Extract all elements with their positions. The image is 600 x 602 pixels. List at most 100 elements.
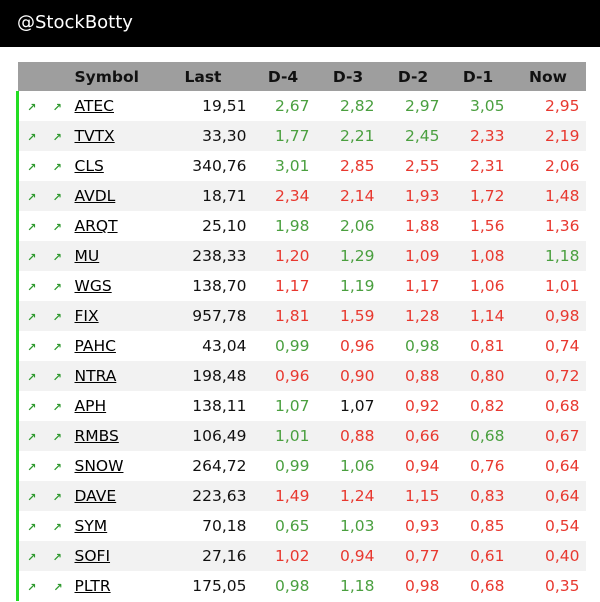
symbol-link[interactable]: ARQT xyxy=(74,217,118,235)
chart-link-arrow-icon[interactable]: ↗ xyxy=(52,311,62,324)
trend-up-arrow-icon[interactable]: ↗ xyxy=(27,431,37,444)
chart-link-arrow-icon-cell: ↗ xyxy=(45,511,72,541)
chart-link-arrow-icon[interactable]: ↗ xyxy=(52,401,62,414)
chart-link-arrow-icon[interactable]: ↗ xyxy=(52,491,62,504)
last-price-cell: 138,11 xyxy=(192,397,247,415)
chart-link-arrow-icon[interactable]: ↗ xyxy=(52,461,62,474)
value-cell-d3: 1,24 xyxy=(339,487,375,505)
symbol-link[interactable]: SYM xyxy=(74,517,108,535)
trend-up-arrow-icon[interactable]: ↗ xyxy=(27,521,37,534)
value-cell-d4: 0,99 xyxy=(274,337,310,355)
chart-link-arrow-icon[interactable]: ↗ xyxy=(53,581,63,594)
value-cell-d3: 0,88 xyxy=(339,427,375,445)
value-cell-d4: 2,34 xyxy=(274,187,310,205)
trend-up-arrow-icon-cell: ↗ xyxy=(16,571,45,601)
symbol-link[interactable]: CLS xyxy=(74,157,104,175)
value-cell-d1: 0,85 xyxy=(469,517,505,535)
symbol-link[interactable]: SNOW xyxy=(74,457,124,475)
value-cell-d4: 1,01 xyxy=(274,427,310,445)
last-price-cell: 238,33 xyxy=(192,247,247,265)
symbol-cell: SOFI xyxy=(72,541,156,571)
chart-link-arrow-icon[interactable]: ↗ xyxy=(52,221,62,234)
column-header-d4[interactable]: D-4 xyxy=(267,67,299,86)
trend-up-arrow-icon-cell: ↗ xyxy=(16,181,45,211)
value-cell-d4: 1,98 xyxy=(274,217,310,235)
value-cell-now: 2,19 xyxy=(544,127,580,145)
symbol-link[interactable]: APH xyxy=(74,397,107,415)
value-cell-d2: 0,94 xyxy=(404,457,440,475)
chart-link-arrow-icon[interactable]: ↗ xyxy=(52,521,62,534)
value-cell-d3: 2,85 xyxy=(339,157,375,175)
column-header-symbol[interactable]: Symbol xyxy=(74,67,139,86)
trend-up-arrow-icon[interactable]: ↗ xyxy=(27,461,37,474)
symbol-cell: ARQT xyxy=(72,211,156,241)
value-cell-now: 0,74 xyxy=(544,337,580,355)
chart-link-arrow-icon[interactable]: ↗ xyxy=(52,251,62,264)
trend-up-arrow-icon[interactable]: ↗ xyxy=(27,131,37,144)
column-header-now[interactable]: Now xyxy=(529,67,567,86)
table-row: ↗ ↗ TVTX 33,30 1,77 2,21 2,45 2,33 2,19 xyxy=(16,121,586,151)
value-cell-d4: 2,67 xyxy=(274,97,310,115)
header-title: @StockBotty xyxy=(17,12,133,33)
symbol-link[interactable]: WGS xyxy=(74,277,112,295)
value-cell-d1: 2,33 xyxy=(469,127,505,145)
symbol-link[interactable]: SOFI xyxy=(74,547,111,565)
chart-link-arrow-icon[interactable]: ↗ xyxy=(52,101,62,114)
column-header-d2[interactable]: D-2 xyxy=(397,67,429,86)
value-cell-d1: 0,81 xyxy=(469,337,505,355)
trend-up-arrow-icon[interactable]: ↗ xyxy=(27,581,37,594)
symbol-cell: WGS xyxy=(72,271,156,301)
trend-up-arrow-icon[interactable]: ↗ xyxy=(27,161,37,174)
value-cell-d1: 3,05 xyxy=(469,97,505,115)
chart-link-arrow-icon[interactable]: ↗ xyxy=(52,281,62,294)
trend-up-arrow-icon[interactable]: ↗ xyxy=(27,311,37,324)
trend-up-arrow-icon[interactable]: ↗ xyxy=(27,551,37,564)
last-price-cell: 25,10 xyxy=(202,217,247,235)
value-cell-now: 0,68 xyxy=(544,397,580,415)
chart-link-arrow-icon[interactable]: ↗ xyxy=(52,431,62,444)
symbol-link[interactable]: PLTR xyxy=(74,577,111,595)
value-cell-d3: 2,82 xyxy=(339,97,375,115)
table-row: ↗ ↗ NTRA 198,48 0,96 0,90 0,88 0,80 0,72 xyxy=(16,361,586,391)
symbol-link[interactable]: ATEC xyxy=(74,97,114,115)
symbol-link[interactable]: MU xyxy=(74,247,100,265)
chart-link-arrow-icon[interactable]: ↗ xyxy=(52,371,62,384)
chart-link-arrow-icon-cell: ↗ xyxy=(45,391,72,421)
value-cell-d4: 1,81 xyxy=(274,307,310,325)
trend-up-arrow-icon[interactable]: ↗ xyxy=(27,251,37,264)
column-header-last[interactable]: Last xyxy=(184,67,222,86)
value-cell-d1: 0,83 xyxy=(469,487,505,505)
trend-up-arrow-icon-cell: ↗ xyxy=(16,301,45,331)
trend-up-arrow-icon[interactable]: ↗ xyxy=(27,191,37,204)
symbol-link[interactable]: NTRA xyxy=(74,367,117,385)
trend-up-arrow-icon[interactable]: ↗ xyxy=(27,401,37,414)
value-cell-d3: 1,07 xyxy=(339,397,375,415)
chart-link-arrow-icon[interactable]: ↗ xyxy=(52,161,62,174)
chart-link-arrow-icon[interactable]: ↗ xyxy=(52,191,62,204)
value-cell-now: 0,72 xyxy=(544,367,580,385)
value-cell-now: 1,48 xyxy=(544,187,580,205)
trend-up-arrow-icon[interactable]: ↗ xyxy=(27,221,37,234)
trend-up-arrow-icon[interactable]: ↗ xyxy=(27,491,37,504)
column-header-d3[interactable]: D-3 xyxy=(332,67,364,86)
trend-up-arrow-icon[interactable]: ↗ xyxy=(27,281,37,294)
symbol-link[interactable]: AVDL xyxy=(74,187,116,205)
trend-up-arrow-icon[interactable]: ↗ xyxy=(27,371,37,384)
table-body: ↗ ↗ ATEC 19,51 2,67 2,82 2,97 3,05 2,95 ↗ ↗ TVTX 33,… xyxy=(16,91,586,601)
symbol-link[interactable]: RMBS xyxy=(74,427,119,445)
chart-link-arrow-icon[interactable]: ↗ xyxy=(52,551,62,564)
chart-link-arrow-icon-cell: ↗ xyxy=(45,301,72,331)
chart-link-arrow-icon[interactable]: ↗ xyxy=(52,131,62,144)
symbol-link[interactable]: PAHC xyxy=(74,337,116,355)
last-price-cell: 19,51 xyxy=(202,97,247,115)
symbol-cell: FIX xyxy=(72,301,156,331)
last-price-cell: 198,48 xyxy=(192,367,247,385)
column-header-d1[interactable]: D-1 xyxy=(462,67,494,86)
symbol-link[interactable]: DAVE xyxy=(74,487,117,505)
trend-up-arrow-icon[interactable]: ↗ xyxy=(27,101,37,114)
chart-link-arrow-icon[interactable]: ↗ xyxy=(52,341,62,354)
table-row: ↗ ↗ AVDL 18,71 2,34 2,14 1,93 1,72 1,48 xyxy=(16,181,586,211)
symbol-link[interactable]: TVTX xyxy=(74,127,115,145)
trend-up-arrow-icon[interactable]: ↗ xyxy=(27,341,37,354)
symbol-link[interactable]: FIX xyxy=(74,307,99,325)
